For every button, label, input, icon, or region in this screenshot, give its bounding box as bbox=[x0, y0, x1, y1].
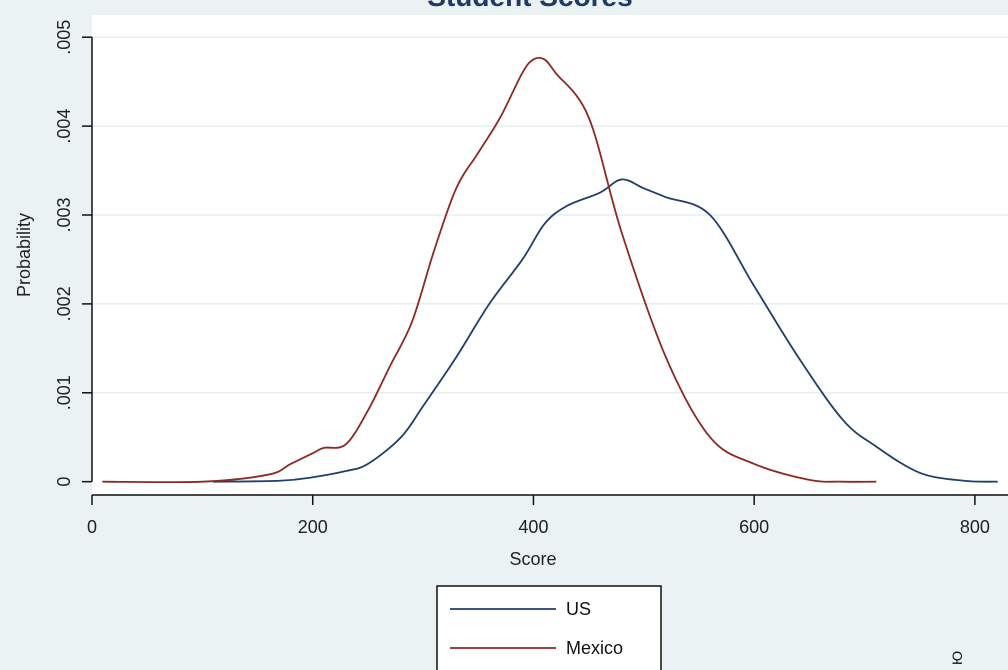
plot-area bbox=[92, 15, 1008, 495]
grid-lines bbox=[92, 36, 1008, 394]
chart-title: Student Scores bbox=[427, 0, 632, 12]
y-tick-label-2: .002 bbox=[54, 286, 74, 321]
x-tick-label-2: 400 bbox=[518, 517, 548, 537]
series-line-mexico bbox=[102, 56, 877, 484]
legend-box bbox=[436, 585, 662, 670]
legend-label-mexico: Mexico bbox=[566, 638, 623, 658]
y-tick-label-5: .005 bbox=[54, 20, 74, 55]
legend: US Mexico bbox=[436, 585, 662, 670]
y-axis: 0 .001 .002 .003 .004 .005 bbox=[54, 20, 93, 487]
y-tick-label-0: 0 bbox=[54, 477, 74, 487]
x-tick-label-1: 200 bbox=[298, 517, 328, 537]
x-axis-title: Score bbox=[509, 549, 556, 569]
series-line-us bbox=[212, 178, 998, 483]
series-layer bbox=[102, 56, 998, 484]
x-axis: 0 200 400 600 800 bbox=[87, 494, 1008, 537]
y-axis-title: Probability bbox=[14, 213, 34, 297]
corner-note: Ю bbox=[949, 651, 965, 665]
y-tick-label-4: .004 bbox=[54, 109, 74, 144]
legend-label-us: US bbox=[566, 599, 591, 619]
y-tick-label-1: .001 bbox=[54, 375, 74, 410]
x-tick-label-0: 0 bbox=[87, 517, 97, 537]
x-tick-label-4: 800 bbox=[960, 517, 990, 537]
y-tick-label-3: .003 bbox=[54, 197, 74, 232]
x-tick-label-3: 600 bbox=[739, 517, 769, 537]
